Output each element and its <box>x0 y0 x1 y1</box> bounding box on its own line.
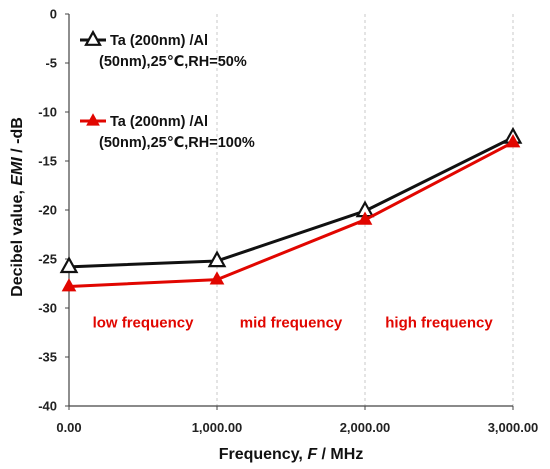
y-tick-label: -15 <box>38 154 57 169</box>
data-point <box>207 250 227 268</box>
data-point <box>209 271 225 285</box>
legend-label-line2: (50nm),25℃,RH=50% <box>99 54 247 70</box>
y-tick-label: 0 <box>50 7 57 22</box>
x-tick-label: 0.00 <box>56 420 81 435</box>
legend-label-line2: (50nm),25℃,RH=100% <box>99 135 255 151</box>
y-tick-label: -20 <box>38 203 57 218</box>
x-axis-title: Frequency, F / MHz <box>219 446 364 463</box>
y-tick-labels: 0 -5 -10 -15 -20 -25 -30 -35 -40 <box>38 7 69 414</box>
annotations: low frequency mid frequency high frequency <box>93 315 494 332</box>
legend: Ta (200nm) /Al(50nm),25℃,RH=50%Ta (200nm… <box>80 29 255 151</box>
legend-label-line1: Ta (200nm) /Al <box>110 114 208 130</box>
y-axis-title: Decibel value, EMI / -dB <box>9 117 26 297</box>
y-tick-label: -35 <box>38 350 57 365</box>
y-tick-label: -40 <box>38 399 57 414</box>
series-2 <box>61 134 521 292</box>
legend-marker <box>84 29 102 46</box>
frequency-region-label: mid frequency <box>240 315 343 332</box>
y-axis-title-italic: EMI <box>9 157 26 186</box>
x-tick-label: 2,000.00 <box>340 420 391 435</box>
y-tick-label: -10 <box>38 105 57 120</box>
y-tick-label: -5 <box>45 56 57 71</box>
x-tick-label: 1,000.00 <box>192 420 243 435</box>
y-tick-label: -25 <box>38 252 57 267</box>
legend-label-line1: Ta (200nm) /Al <box>110 33 208 49</box>
series-line <box>68 136 514 269</box>
x-axis-title-italic: F <box>307 446 318 463</box>
legend-marker <box>86 113 100 126</box>
series-1 <box>59 126 523 274</box>
x-axis-title-pre: Frequency, <box>219 446 308 463</box>
x-tick-labels: 0.00 1,000.00 2,000.00 3,000.00 <box>56 406 538 435</box>
legend-entry-2: Ta (200nm) /Al (50nm),25℃,RH=100% <box>80 113 255 151</box>
data-point <box>61 278 77 292</box>
x-tick-label: 3,000.00 <box>488 420 539 435</box>
grid-lines <box>216 14 514 406</box>
data-point <box>505 134 521 148</box>
series-line <box>68 141 514 288</box>
series-group <box>59 126 523 292</box>
y-axis-title-post: / -dB <box>9 117 26 157</box>
frequency-region-label: low frequency <box>93 315 195 332</box>
y-tick-label: -30 <box>38 301 57 316</box>
y-axis-title-pre: Decibel value, <box>9 186 26 297</box>
data-point <box>59 256 79 274</box>
x-axis-title-post: / MHz <box>317 446 363 463</box>
data-point <box>357 211 373 225</box>
frequency-region-label: high frequency <box>385 315 493 332</box>
legend-entry-1: Ta (200nm) /Al (50nm),25℃,RH=50% <box>80 29 247 70</box>
